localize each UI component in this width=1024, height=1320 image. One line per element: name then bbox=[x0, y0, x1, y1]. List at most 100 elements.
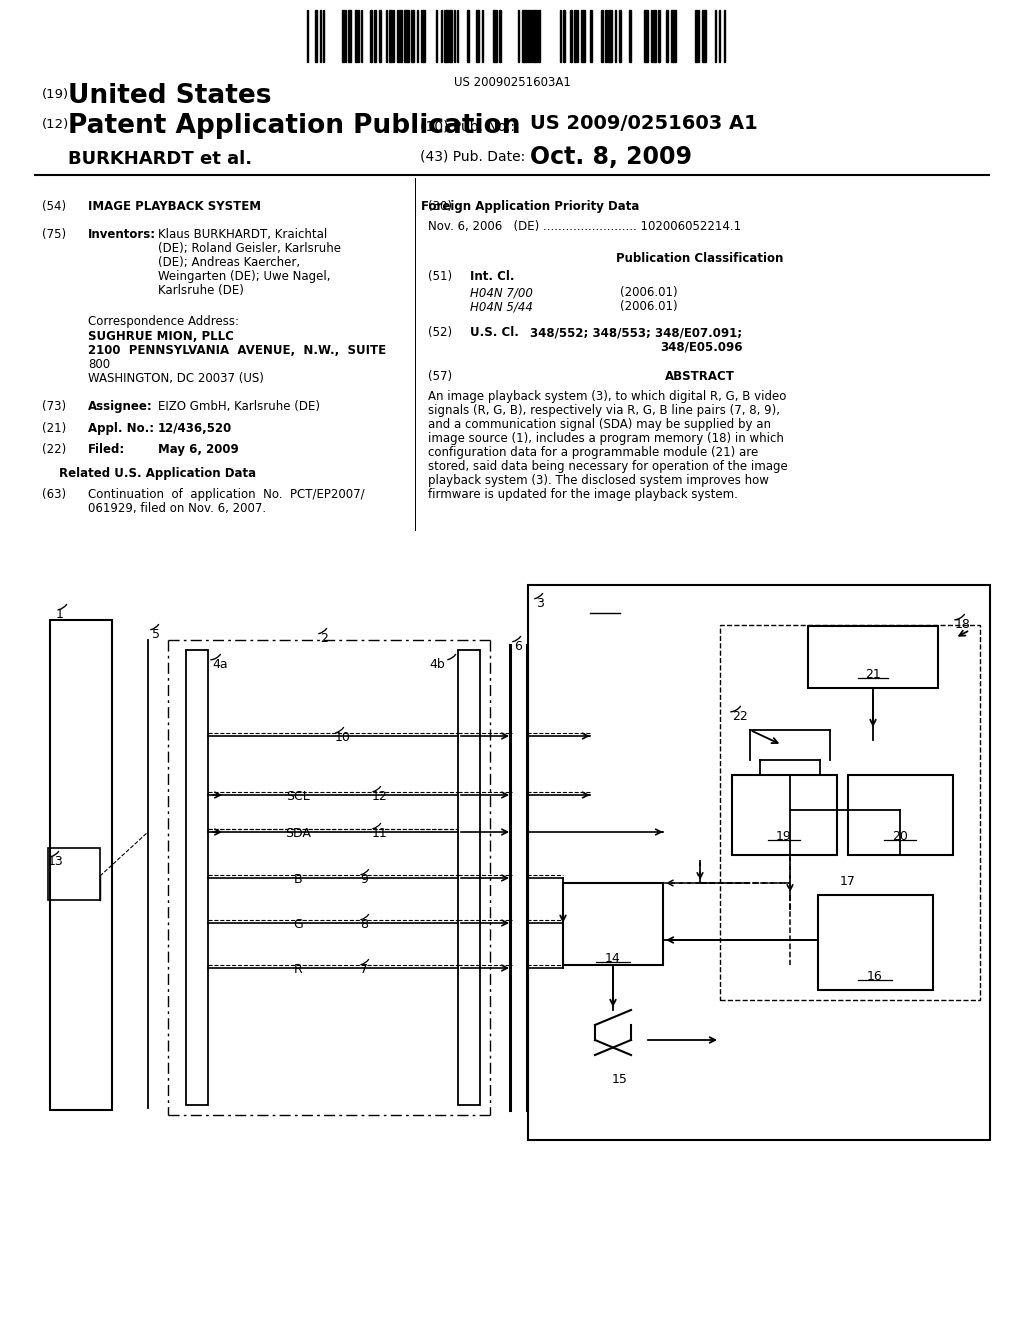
Bar bbox=[411, 11, 414, 62]
Text: 9: 9 bbox=[360, 873, 368, 886]
Text: 15: 15 bbox=[612, 1073, 628, 1086]
Text: US 2009/0251603 A1: US 2009/0251603 A1 bbox=[530, 114, 758, 133]
Bar bbox=[570, 11, 572, 62]
Text: U.S. Cl.: U.S. Cl. bbox=[470, 326, 519, 339]
Text: 4a: 4a bbox=[212, 657, 227, 671]
Text: May 6, 2009: May 6, 2009 bbox=[158, 444, 239, 455]
Text: 061929, filed on Nov. 6, 2007.: 061929, filed on Nov. 6, 2007. bbox=[88, 502, 266, 515]
Bar bbox=[400, 11, 402, 62]
Bar bbox=[574, 11, 575, 62]
Text: 8: 8 bbox=[360, 917, 368, 931]
Bar bbox=[186, 649, 208, 1105]
Bar bbox=[374, 11, 376, 62]
Text: 6: 6 bbox=[514, 640, 522, 653]
Text: Assignee:: Assignee: bbox=[88, 400, 153, 413]
Text: (2006.01): (2006.01) bbox=[620, 286, 678, 300]
Text: (19): (19) bbox=[42, 88, 70, 102]
Text: (30): (30) bbox=[428, 201, 452, 213]
Text: (52): (52) bbox=[428, 326, 453, 339]
Bar bbox=[601, 11, 603, 62]
Text: (22): (22) bbox=[42, 444, 67, 455]
Text: IMAGE PLAYBACK SYSTEM: IMAGE PLAYBACK SYSTEM bbox=[88, 201, 261, 213]
Text: H04N 7/00: H04N 7/00 bbox=[470, 286, 532, 300]
Bar bbox=[666, 11, 668, 62]
Text: 20: 20 bbox=[892, 830, 908, 843]
Text: (51): (51) bbox=[428, 271, 453, 282]
Text: 17: 17 bbox=[840, 875, 856, 888]
Text: US 20090251603A1: US 20090251603A1 bbox=[454, 77, 570, 88]
Text: B: B bbox=[294, 873, 302, 886]
Text: 18: 18 bbox=[955, 618, 971, 631]
Bar bbox=[671, 11, 676, 62]
Bar bbox=[644, 11, 648, 62]
Bar bbox=[563, 883, 663, 965]
Bar bbox=[658, 11, 660, 62]
Bar bbox=[702, 11, 706, 62]
Text: (21): (21) bbox=[42, 422, 67, 436]
Text: 348/E05.096: 348/E05.096 bbox=[660, 341, 742, 352]
Bar bbox=[404, 11, 409, 62]
Text: 348/552; 348/553; 348/E07.091;: 348/552; 348/553; 348/E07.091; bbox=[530, 326, 742, 339]
Bar bbox=[315, 11, 317, 62]
Bar bbox=[608, 11, 612, 62]
Text: Oct. 8, 2009: Oct. 8, 2009 bbox=[530, 145, 692, 169]
Bar bbox=[563, 11, 565, 62]
Bar bbox=[476, 11, 479, 62]
Text: Weingarten (DE); Uwe Nagel,: Weingarten (DE); Uwe Nagel, bbox=[158, 271, 331, 282]
Text: Nov. 6, 2006   (DE) ......................... 102006052214.1: Nov. 6, 2006 (DE) ......................… bbox=[428, 220, 741, 234]
Text: BURKHARDT et al.: BURKHARDT et al. bbox=[68, 150, 252, 168]
Text: Correspondence Address:: Correspondence Address: bbox=[88, 315, 239, 327]
Bar bbox=[695, 11, 697, 62]
Text: EIZO GmbH, Karlsruhe (DE): EIZO GmbH, Karlsruhe (DE) bbox=[158, 400, 319, 413]
Bar bbox=[534, 11, 537, 62]
Text: (63): (63) bbox=[42, 488, 67, 502]
Bar bbox=[379, 11, 381, 62]
Text: 16: 16 bbox=[867, 970, 883, 983]
Text: 800: 800 bbox=[88, 358, 111, 371]
Bar bbox=[48, 847, 100, 900]
Text: An image playback system (3), to which digital R, G, B video: An image playback system (3), to which d… bbox=[428, 389, 786, 403]
Text: 12/436,520: 12/436,520 bbox=[158, 422, 232, 436]
Text: 22: 22 bbox=[732, 710, 748, 723]
Text: Klaus BURKHARDT, Kraichtal: Klaus BURKHARDT, Kraichtal bbox=[158, 228, 328, 242]
Bar bbox=[653, 11, 656, 62]
Text: and a communication signal (SDA) may be supplied by an: and a communication signal (SDA) may be … bbox=[428, 418, 771, 432]
Text: G: G bbox=[293, 917, 303, 931]
Bar bbox=[348, 11, 351, 62]
Bar bbox=[720, 624, 980, 1001]
Text: ABSTRACT: ABSTRACT bbox=[665, 370, 735, 383]
Bar bbox=[50, 620, 112, 1110]
Bar bbox=[458, 649, 480, 1105]
Bar bbox=[389, 11, 392, 62]
Bar bbox=[808, 626, 938, 688]
Bar bbox=[493, 11, 497, 62]
Text: Publication Classification: Publication Classification bbox=[616, 252, 783, 265]
Bar bbox=[499, 11, 501, 62]
Text: Filed:: Filed: bbox=[88, 444, 125, 455]
Text: (43) Pub. Date:: (43) Pub. Date: bbox=[420, 150, 525, 164]
Bar bbox=[528, 11, 530, 62]
Text: Foreign Application Priority Data: Foreign Application Priority Data bbox=[421, 201, 639, 213]
Text: Inventors:: Inventors: bbox=[88, 228, 156, 242]
Bar bbox=[522, 11, 527, 62]
Bar bbox=[397, 11, 399, 62]
Text: 12: 12 bbox=[372, 789, 388, 803]
Text: SUGHRUE MION, PLLC: SUGHRUE MION, PLLC bbox=[88, 330, 233, 343]
Text: 1: 1 bbox=[56, 609, 63, 620]
Text: stored, said data being necessary for operation of the image: stored, said data being necessary for op… bbox=[428, 459, 787, 473]
Text: (54): (54) bbox=[42, 201, 67, 213]
Text: SCL: SCL bbox=[286, 789, 310, 803]
Text: WASHINGTON, DC 20037 (US): WASHINGTON, DC 20037 (US) bbox=[88, 372, 264, 385]
Bar bbox=[581, 11, 585, 62]
Text: (75): (75) bbox=[42, 228, 67, 242]
Text: (57): (57) bbox=[428, 370, 453, 383]
Bar bbox=[528, 585, 990, 1140]
Text: 13: 13 bbox=[48, 855, 63, 869]
Text: Patent Application Publication: Patent Application Publication bbox=[68, 114, 520, 139]
Bar bbox=[618, 11, 621, 62]
Text: 7: 7 bbox=[360, 964, 368, 975]
Text: 21: 21 bbox=[865, 668, 881, 681]
Text: 19: 19 bbox=[776, 830, 792, 843]
Text: (DE); Roland Geisler, Karlsruhe: (DE); Roland Geisler, Karlsruhe bbox=[158, 242, 341, 255]
Text: configuration data for a programmable module (21) are: configuration data for a programmable mo… bbox=[428, 446, 758, 459]
